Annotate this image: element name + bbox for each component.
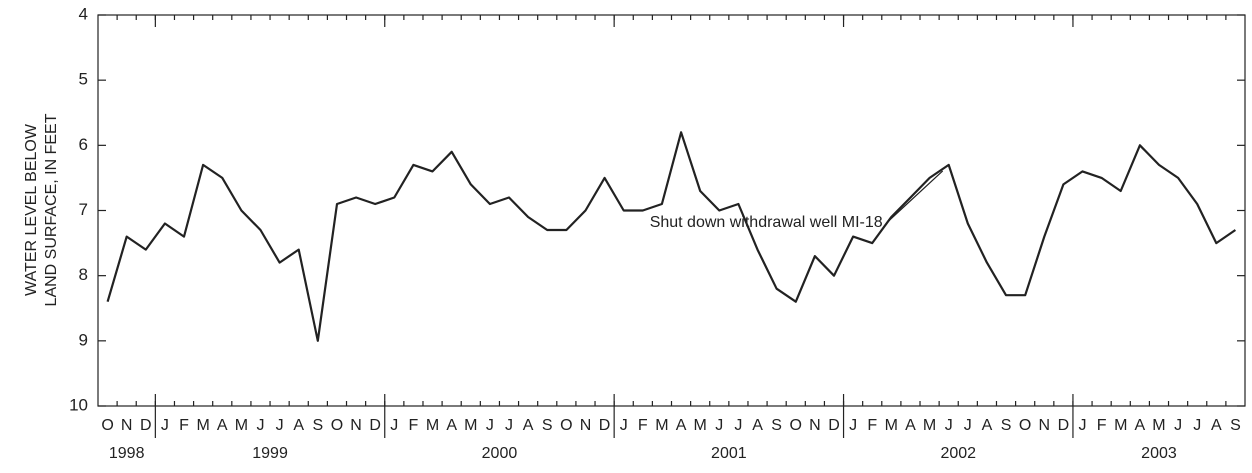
annotation-leader <box>888 170 944 222</box>
x-tick-label: A <box>293 417 304 434</box>
x-tick-label: A <box>523 417 534 434</box>
year-label: 1999 <box>252 445 288 462</box>
x-tick-label: M <box>694 417 707 434</box>
year-label: 2002 <box>940 445 976 462</box>
x-tick-label: F <box>409 417 419 434</box>
year-label: 2001 <box>711 445 747 462</box>
x-tick-label: A <box>752 417 763 434</box>
year-label: 2003 <box>1141 445 1177 462</box>
x-tick-label: A <box>217 417 228 434</box>
y-tick-label: 9 <box>79 330 88 349</box>
x-tick-label: O <box>101 417 113 434</box>
y-tick-label: 5 <box>79 70 88 89</box>
x-tick-label: S <box>313 417 324 434</box>
y-tick-label: 7 <box>79 200 88 219</box>
x-tick-label: S <box>1001 417 1012 434</box>
x-tick-label: J <box>849 417 857 434</box>
x-tick-label: M <box>655 417 668 434</box>
y-axis-label: LAND SURFACE, IN FEET <box>43 113 60 306</box>
x-tick-label: D <box>140 417 152 434</box>
x-tick-label: M <box>1152 417 1165 434</box>
x-tick-label: N <box>350 417 362 434</box>
x-tick-label: N <box>121 417 133 434</box>
x-tick-label: M <box>426 417 439 434</box>
plot-frame <box>97 14 1246 407</box>
x-tick-label: O <box>790 417 802 434</box>
x-tick-label: J <box>964 417 972 434</box>
x-tick-label: O <box>1019 417 1031 434</box>
y-tick-label: 8 <box>79 265 88 284</box>
x-tick-label: F <box>179 417 189 434</box>
x-tick-label: J <box>734 417 742 434</box>
x-tick-label: J <box>390 417 398 434</box>
x-tick-label: J <box>945 417 953 434</box>
x-tick-label: D <box>828 417 840 434</box>
y-tick-label: 10 <box>69 395 88 414</box>
x-tick-label: A <box>1211 417 1222 434</box>
x-tick-label: M <box>464 417 477 434</box>
x-tick-label: A <box>1135 417 1146 434</box>
x-tick-label: J <box>161 417 169 434</box>
x-tick-label: D <box>369 417 381 434</box>
x-tick-label: O <box>560 417 572 434</box>
x-tick-label: S <box>1230 417 1241 434</box>
x-tick-label: A <box>982 417 993 434</box>
x-tick-label: J <box>715 417 723 434</box>
x-tick-label: J <box>1193 417 1201 434</box>
x-tick-label: F <box>1097 417 1107 434</box>
y-tick-label: 4 <box>79 4 88 23</box>
x-tick-label: S <box>771 417 782 434</box>
x-tick-label: M <box>235 417 248 434</box>
y-axis-label: WATER LEVEL BELOW <box>23 123 40 296</box>
x-tick-label: J <box>1174 417 1182 434</box>
x-tick-label: M <box>1114 417 1127 434</box>
x-tick-label: D <box>1058 417 1070 434</box>
y-tick-label: 6 <box>79 135 88 154</box>
x-tick-label: J <box>620 417 628 434</box>
x-tick-label: O <box>331 417 343 434</box>
water-level-line <box>106 131 1237 342</box>
x-tick-label: N <box>1038 417 1050 434</box>
x-tick-label: J <box>505 417 513 434</box>
x-tick-label: F <box>638 417 648 434</box>
x-tick-label: F <box>867 417 877 434</box>
year-label: 2000 <box>482 445 518 462</box>
x-tick-label: A <box>446 417 457 434</box>
x-tick-label: S <box>542 417 553 434</box>
x-tick-label: D <box>599 417 611 434</box>
annotation: Shut down withdrawal well MI-18 <box>650 214 883 231</box>
x-tick-label: A <box>905 417 916 434</box>
x-tick-label: M <box>923 417 936 434</box>
x-tick-label: J <box>486 417 494 434</box>
year-label: 1998 <box>109 445 145 462</box>
x-tick-label: M <box>196 417 209 434</box>
x-tick-label: A <box>676 417 687 434</box>
x-tick-label: J <box>276 417 284 434</box>
x-tick-label: M <box>885 417 898 434</box>
x-tick-label: N <box>809 417 821 434</box>
x-tick-label: J <box>256 417 264 434</box>
x-tick-label: N <box>580 417 592 434</box>
x-tick-label: J <box>1079 417 1087 434</box>
